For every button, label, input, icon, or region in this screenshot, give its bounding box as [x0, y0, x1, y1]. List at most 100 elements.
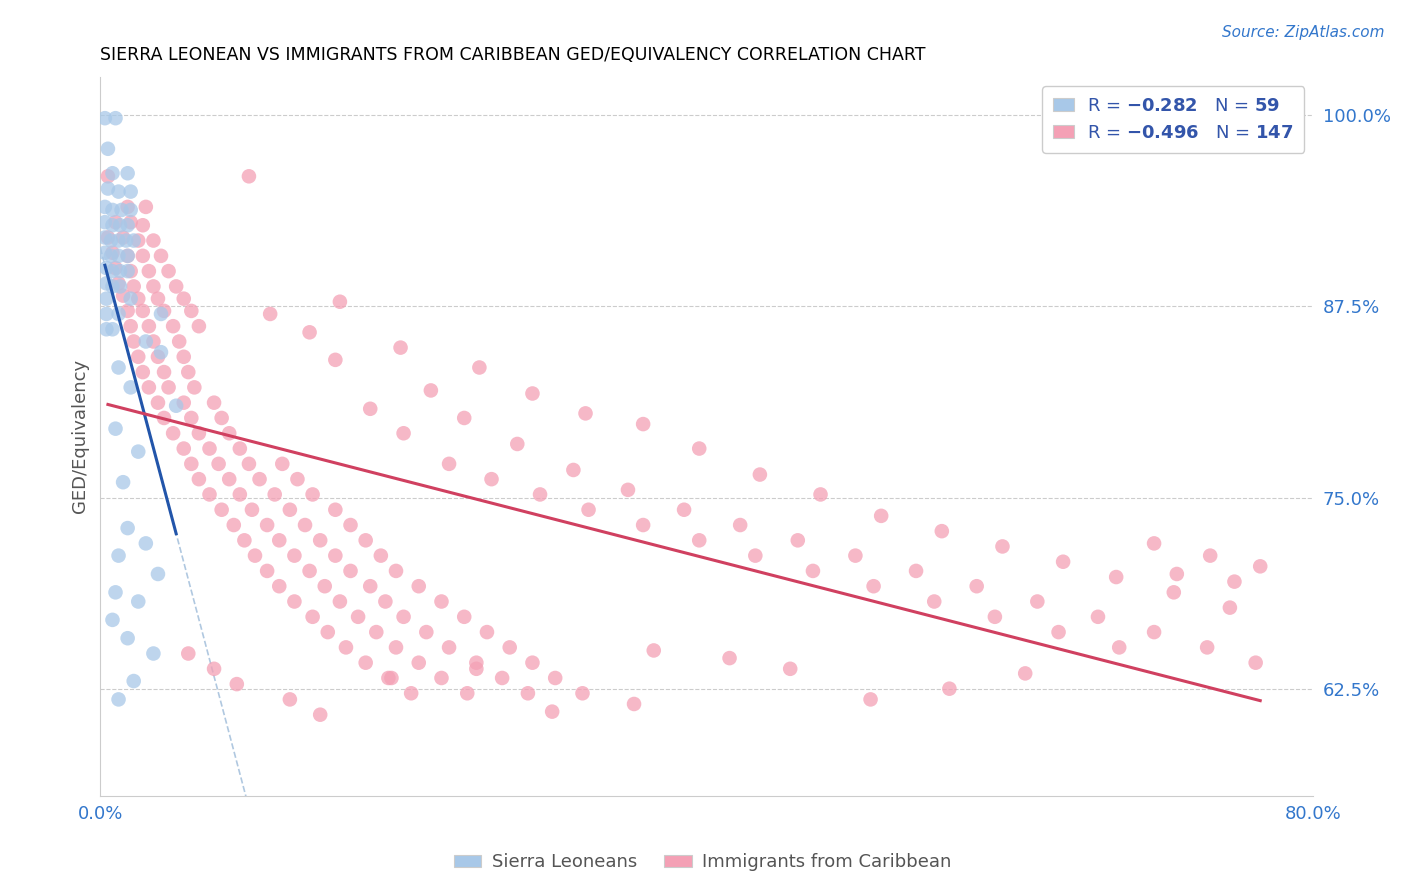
Point [132, 219, 155, 233]
Point [1108, 640, 1130, 655]
Point [481, 472, 503, 486]
Point [122, 674, 145, 689]
Point [801, 564, 824, 578]
Point [419, 384, 441, 398]
Point [104, 111, 127, 125]
Point [301, 487, 323, 501]
Point [135, 334, 157, 349]
Point [301, 609, 323, 624]
Point [786, 533, 808, 548]
Point [415, 625, 437, 640]
Point [1223, 574, 1246, 589]
Point [688, 442, 710, 456]
Point [187, 319, 209, 334]
Point [225, 677, 247, 691]
Point [354, 533, 377, 548]
Point [574, 406, 596, 420]
Point [94, 245, 117, 260]
Point [146, 350, 169, 364]
Point [380, 671, 402, 685]
Text: Source: ZipAtlas.com: Source: ZipAtlas.com [1222, 25, 1385, 40]
Point [991, 540, 1014, 554]
Point [112, 475, 135, 490]
Point [157, 264, 180, 278]
Point [165, 399, 187, 413]
Point [207, 457, 229, 471]
Point [374, 594, 396, 608]
Point [314, 579, 336, 593]
Point [101, 202, 124, 217]
Point [107, 185, 129, 199]
Point [94, 215, 117, 229]
Point [779, 662, 801, 676]
Point [516, 686, 538, 700]
Point [115, 234, 138, 248]
Point [101, 279, 124, 293]
Point [392, 426, 415, 441]
Point [298, 564, 321, 578]
Point [233, 533, 256, 548]
Point [117, 264, 139, 278]
Point [1026, 594, 1049, 608]
Point [150, 249, 173, 263]
Point [259, 307, 281, 321]
Point [623, 697, 645, 711]
Point [389, 341, 412, 355]
Point [94, 230, 117, 244]
Point [101, 613, 124, 627]
Point [643, 643, 665, 657]
Point [544, 671, 567, 685]
Point [127, 594, 149, 608]
Point [222, 518, 245, 533]
Point [150, 307, 173, 321]
Point [142, 234, 165, 248]
Point [117, 304, 139, 318]
Point [499, 640, 522, 655]
Point [162, 426, 184, 441]
Point [453, 411, 475, 425]
Point [844, 549, 866, 563]
Point [810, 487, 832, 501]
Point [211, 502, 233, 516]
Point [229, 487, 252, 501]
Point [354, 656, 377, 670]
Point [931, 524, 953, 538]
Point [122, 234, 145, 248]
Point [1199, 549, 1222, 563]
Point [1244, 656, 1267, 670]
Point [146, 566, 169, 581]
Point [571, 686, 593, 700]
Point [180, 457, 202, 471]
Point [229, 442, 252, 456]
Point [329, 294, 352, 309]
Point [529, 487, 551, 501]
Point [399, 686, 422, 700]
Point [453, 609, 475, 624]
Point [631, 518, 654, 533]
Point [107, 234, 129, 248]
Point [385, 564, 408, 578]
Point [167, 334, 190, 349]
Legend: R = $\mathbf{-0.282}$   N = $\mathbf{ 59}$, R = $\mathbf{-0.496}$   N = $\mathbf: R = $\mathbf{-0.282}$ N = $\mathbf{ 59}$… [1042, 86, 1305, 153]
Point [112, 230, 135, 244]
Point [142, 647, 165, 661]
Point [339, 518, 361, 533]
Point [180, 411, 202, 425]
Point [132, 249, 155, 263]
Point [107, 249, 129, 263]
Point [153, 411, 176, 425]
Point [325, 549, 347, 563]
Point [202, 662, 225, 676]
Point [112, 288, 135, 302]
Point [385, 640, 408, 655]
Point [110, 202, 132, 217]
Point [377, 671, 399, 685]
Point [238, 169, 260, 184]
Point [117, 249, 139, 263]
Point [370, 549, 392, 563]
Point [631, 417, 654, 431]
Point [120, 185, 142, 199]
Point [108, 219, 131, 233]
Point [862, 579, 884, 593]
Point [366, 625, 388, 640]
